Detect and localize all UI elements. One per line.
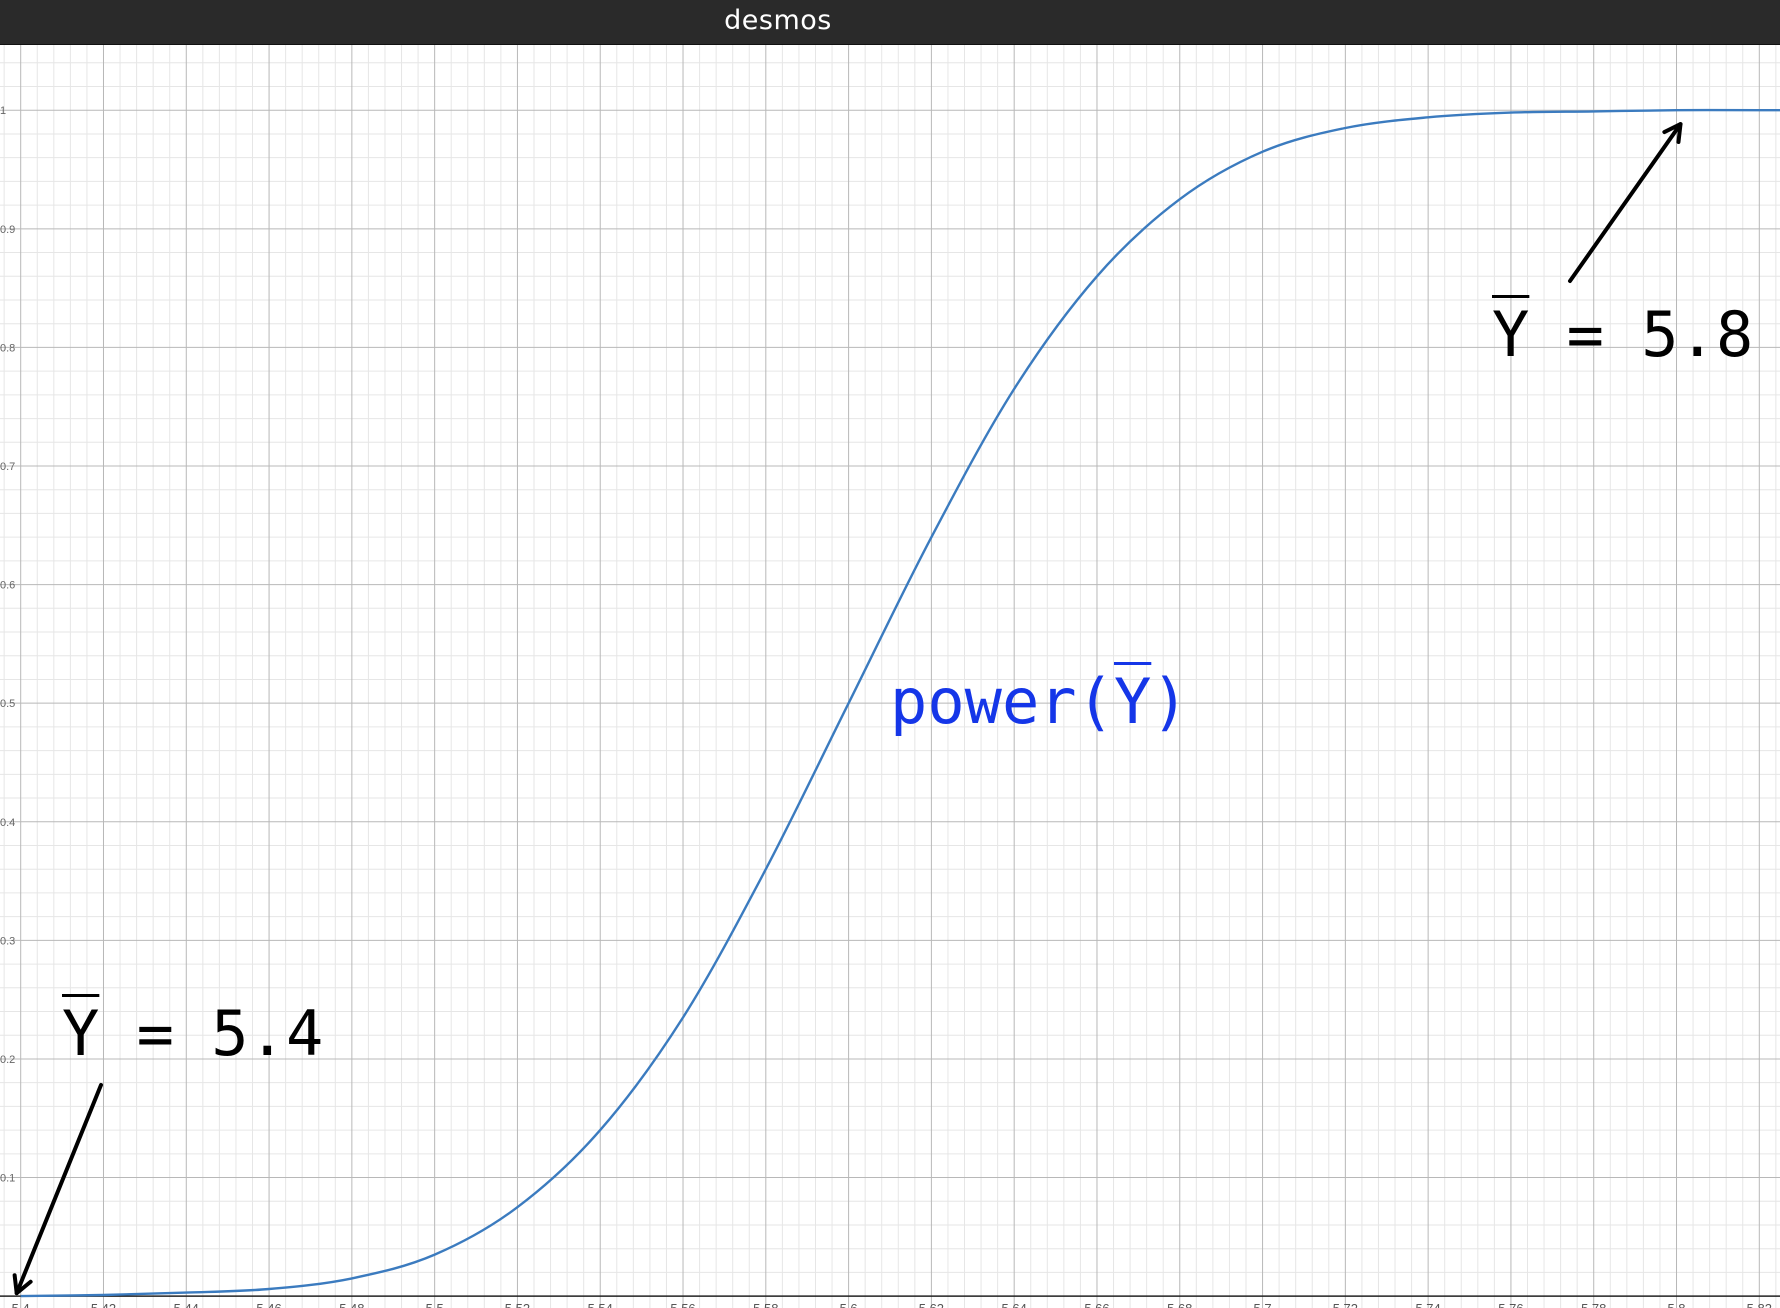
chart-svg[interactable]: 5.4 5.42 5.44 5.46 5.48 5.5 5.52 5.54 5.56 5.58 5.… [0, 45, 1780, 1308]
x-tick-label: 5.4 [12, 1301, 30, 1308]
graph-paper[interactable]: 5.4 5.42 5.44 5.46 5.48 5.5 5.52 5.54 5.56 5.58 5.… [0, 45, 1780, 1308]
y-tick-label: 0.7 [0, 461, 15, 473]
x-tick-label: 5.44 [174, 1301, 199, 1308]
curve-label-prefix: power( [890, 665, 1114, 738]
x-tick-label: 5.54 [588, 1301, 613, 1308]
y-tick-label: 0.9 [0, 224, 15, 236]
annotation-y-5-4: Y = 5.4 [62, 997, 323, 1070]
y-tick-labels: 0.1 0.2 0.3 0.4 0.5 0.6 0.7 0.8 0.9 1 [0, 105, 15, 1184]
x-tick-label: 5.74 [1415, 1301, 1440, 1308]
major-grid [0, 45, 1780, 1308]
x-tick-label: 5.42 [91, 1301, 116, 1308]
x-tick-label: 5.8 [1667, 1301, 1685, 1308]
arrow-line [14, 1083, 103, 1296]
x-tick-label: 5.52 [505, 1301, 530, 1308]
x-tick-label: 5.5 [426, 1301, 444, 1308]
x-tick-label: 5.82 [1747, 1301, 1772, 1308]
annotation-value: = 5.4 [99, 997, 324, 1070]
desmos-logo: desmos [724, 5, 832, 36]
y-tick-label: 1 [0, 105, 6, 117]
minor-grid [0, 45, 1780, 1308]
x-tick-label: 5.7 [1254, 1301, 1272, 1308]
annotation-arrows [12, 122, 1683, 1296]
curve-power [20, 108, 1780, 1298]
curve-label-suffix: ) [1151, 665, 1189, 738]
x-tick-label: 5.56 [670, 1301, 695, 1308]
y-tick-label: 0.4 [0, 817, 15, 829]
annotation-variable: Y [1492, 298, 1530, 371]
x-tick-label: 5.76 [1498, 1301, 1523, 1308]
x-tick-label: 5.58 [753, 1301, 778, 1308]
y-tick-label: 0.3 [0, 935, 15, 947]
x-tick-label: 5.6 [840, 1301, 858, 1308]
x-tick-label: 5.68 [1167, 1301, 1192, 1308]
x-tick-label: 5.62 [919, 1301, 944, 1308]
x-tick-label: 5.78 [1581, 1301, 1606, 1308]
annotation-variable: Y [62, 997, 100, 1070]
curve-label: power(Y) [890, 665, 1189, 738]
curve-label-variable: Y [1113, 665, 1152, 738]
x-tick-label: 5.46 [256, 1301, 281, 1308]
series-layer [20, 108, 1780, 1298]
x-tick-label: 5.64 [1002, 1301, 1027, 1308]
arrow-head [1662, 122, 1683, 144]
x-tick-label: 5.48 [339, 1301, 364, 1308]
y-tick-label: 0.2 [0, 1054, 15, 1066]
y-tick-label: 0.8 [0, 342, 15, 354]
x-tick-labels: 5.4 5.42 5.44 5.46 5.48 5.5 5.52 5.54 5.56 5.58 5.… [12, 1301, 1772, 1308]
x-tick-label: 5.66 [1084, 1301, 1109, 1308]
y-tick-label: 0.1 [0, 1173, 15, 1185]
annotation-y-5-8: Y = 5.8 [1492, 298, 1753, 371]
arrow-line [1568, 122, 1683, 283]
y-tick-label: 0.5 [0, 698, 15, 710]
x-tick-label: 5.72 [1333, 1301, 1358, 1308]
annotation-value: = 5.8 [1529, 298, 1754, 371]
y-tick-label: 0.6 [0, 580, 15, 592]
arrow-head [12, 1273, 33, 1296]
top-bar: desmos [0, 0, 1780, 45]
